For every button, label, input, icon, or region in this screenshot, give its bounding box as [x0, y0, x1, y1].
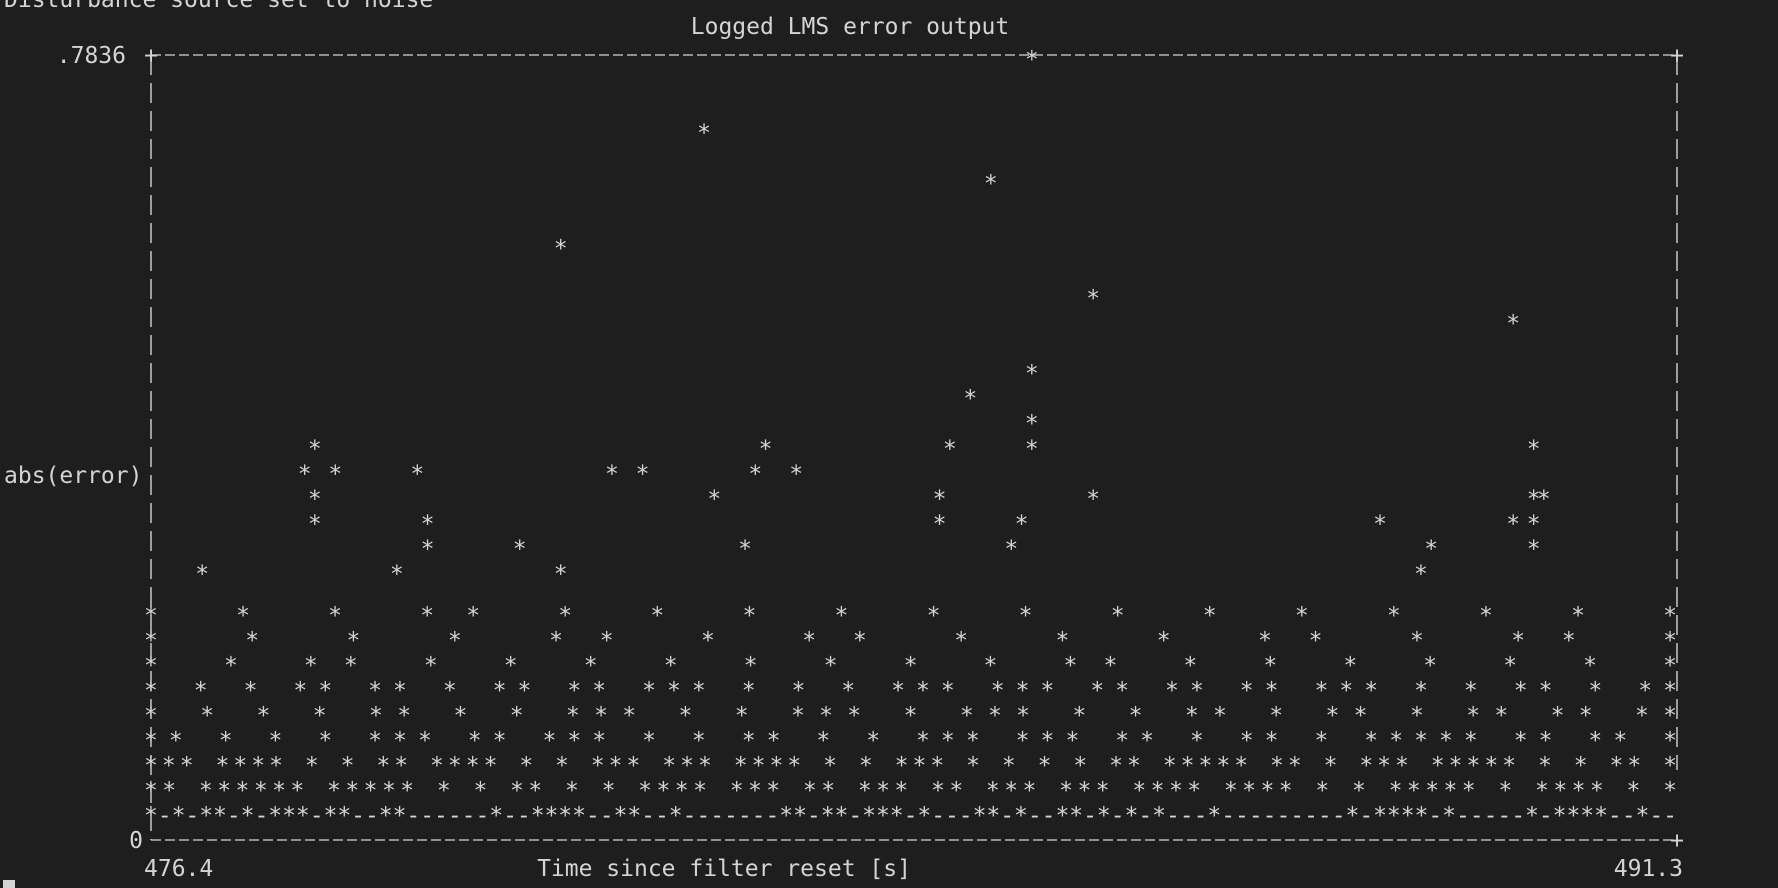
x-tick-label-min: 476.4: [144, 856, 213, 882]
plot-frame: + + +: [144, 43, 1684, 854]
data-point: *: [789, 461, 803, 487]
data-point: *: [1373, 511, 1387, 537]
data-point: *: [513, 536, 527, 562]
data-point: *: [1527, 436, 1541, 462]
data-point: *: [1086, 486, 1100, 512]
data-point: *: [984, 171, 998, 197]
data-point: *: [1527, 536, 1541, 562]
data-point: *: [328, 461, 342, 487]
data-point: *: [1506, 311, 1520, 337]
data-point: *: [308, 436, 322, 462]
data-point: *: [933, 486, 947, 512]
ascii-row: ** ****** ***** * * ** * * **** *** ** *…: [144, 778, 1677, 804]
data-point: *: [1414, 562, 1428, 588]
data-point: *: [605, 461, 619, 487]
data-point: *: [636, 461, 650, 487]
data-point: *: [308, 486, 322, 512]
frame-corner: +: [1670, 43, 1684, 69]
y-tick-label-min: 0: [129, 828, 143, 854]
frame-corner: +: [144, 43, 158, 69]
data-points: ************* ** * * * * * ** * * * *** * * * * * ** * * * * *…: [195, 47, 1551, 588]
data-point: *: [748, 461, 762, 487]
terminal-cursor: [3, 880, 15, 888]
ascii-row: *-*-**-*-***-**--**------*--****--**--*-…: [144, 803, 1677, 829]
data-point: *: [1527, 486, 1541, 512]
frame-corner: +: [1670, 828, 1684, 854]
data-point: *: [1424, 536, 1438, 562]
x-tick-label-max: 491.3: [1614, 856, 1683, 882]
terminal-status-line: Disturbance source set to noise: [4, 0, 434, 13]
y-axis-label: abs(error): [4, 463, 142, 489]
data-point: *: [1537, 486, 1551, 512]
data-point: *: [1004, 536, 1018, 562]
data-point: *: [697, 121, 711, 147]
data-point: *: [298, 461, 312, 487]
ascii-row: * * * ** * * * * * * * * * * * * *: [144, 603, 1677, 629]
data-point: *: [1527, 511, 1541, 537]
data-point: *: [195, 562, 209, 588]
data-point: *: [1025, 411, 1039, 437]
data-point: *: [738, 536, 752, 562]
data-point: *: [759, 436, 773, 462]
data-point: *: [554, 562, 568, 588]
dense-ascii-rows: * * * ** * * * * * * * * * * * * * * * *…: [144, 603, 1677, 829]
data-point: *: [1506, 511, 1520, 537]
data-point: *: [1086, 286, 1100, 312]
y-tick-label-max: .7836: [57, 43, 126, 69]
ascii-row: *** **** * * ** **** * * *** *** **** * …: [144, 753, 1677, 779]
data-point: *: [554, 236, 568, 262]
data-point: *: [963, 386, 977, 412]
data-point: *: [410, 461, 424, 487]
data-point: *: [1015, 511, 1029, 537]
data-point: *: [421, 536, 435, 562]
data-point: *: [933, 511, 947, 537]
ascii-row: * * ** * * * * * * * * ** * * * * * * *: [144, 653, 1677, 679]
ascii-row: ** * * * *** ** *** * * ** * * *** *** *…: [144, 728, 1677, 754]
ascii-row: * * * * ** * ** * * * ** * ** *: [144, 628, 1677, 654]
x-axis-label: Time since filter reset [s]: [537, 856, 911, 882]
ascii-row: * * * ** ** * ** ** *** * * * *** *** **…: [144, 678, 1677, 704]
data-point: *: [390, 562, 404, 588]
chart-title: Logged LMS error output: [691, 14, 1010, 40]
data-point: *: [1025, 361, 1039, 387]
ascii-row: * * * * ** * * *** * * *** * *** * * ** …: [144, 703, 1677, 729]
data-point: *: [308, 511, 322, 537]
data-point: *: [707, 486, 721, 512]
data-point: *: [1025, 436, 1039, 462]
data-point: *: [421, 511, 435, 537]
data-point: *: [943, 436, 957, 462]
data-point: *: [1025, 47, 1039, 73]
